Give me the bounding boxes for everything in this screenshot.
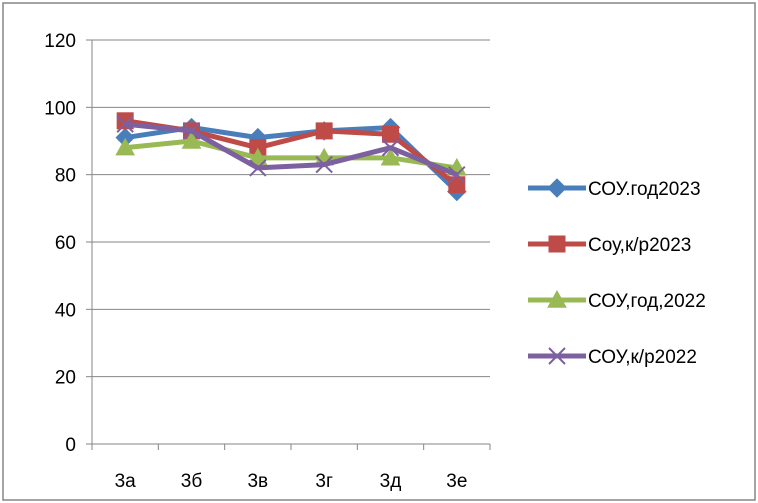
y-tick-label: 20 [55,368,76,389]
legend: СОУ.год2023 Соу,к/р2023 СОУ,год,2022 СОУ,к/… [528,178,706,368]
series-line [124,138,458,171]
axes: 0 20 40 60 80 100 120 3а 3б 3в 3г 3д 3е [44,31,491,492]
data-point [115,137,136,156]
legend-marker-stroke [548,347,566,365]
series-layer [115,112,467,202]
data-point [247,147,268,166]
data-point [315,122,333,140]
x-tick-label: 3е [446,471,467,492]
data-point [181,130,202,149]
legend-marker [547,289,567,308]
x-tick-label: 3г [315,471,333,492]
data-point [380,147,401,166]
legend-label: СОУ,год,2022 [588,291,706,312]
y-tick-label: 100 [44,98,76,119]
legend-entry: СОУ,год,2022 [528,289,706,312]
y-tick-label: 0 [65,435,76,456]
data-point-stroke [381,139,400,157]
legend-entry: Соу,к/р2023 [528,235,691,256]
legend-label: СОУ,к/р2022 [588,347,697,368]
legend-label: Соу,к/р2023 [588,235,691,256]
x-tick-label: 3а [115,471,137,492]
y-tick-label: 40 [55,300,76,321]
legend-label: СОУ.год2023 [588,179,701,200]
series-line [124,121,458,177]
data-point [249,159,267,177]
legend-entry: СОУ.год2023 [528,178,701,200]
data-point-stroke [182,122,201,140]
data-point-stroke [116,115,134,133]
data-point [182,122,201,140]
y-tick-label: 120 [44,31,76,52]
data-point [448,176,466,194]
data-point [381,139,400,157]
gridlines [92,39,490,378]
data-point [382,125,399,143]
data-point [315,155,333,174]
legend-marker [548,347,566,365]
data-point-stroke [315,155,333,174]
x-tick-label: 3в [247,471,268,492]
y-tick-label: 80 [55,166,76,187]
legend-entry: СОУ,к/р2022 [528,347,697,368]
data-point-stroke [448,165,466,184]
y-tick-label: 60 [55,233,76,254]
series-4 [116,115,466,184]
legend-marker [547,178,567,198]
legend-marker [548,235,566,253]
data-point-stroke [249,159,267,177]
data-point [448,165,466,184]
x-tick-label: 3д [380,471,402,492]
data-point [116,115,134,133]
x-tick-label: 3б [181,471,203,492]
